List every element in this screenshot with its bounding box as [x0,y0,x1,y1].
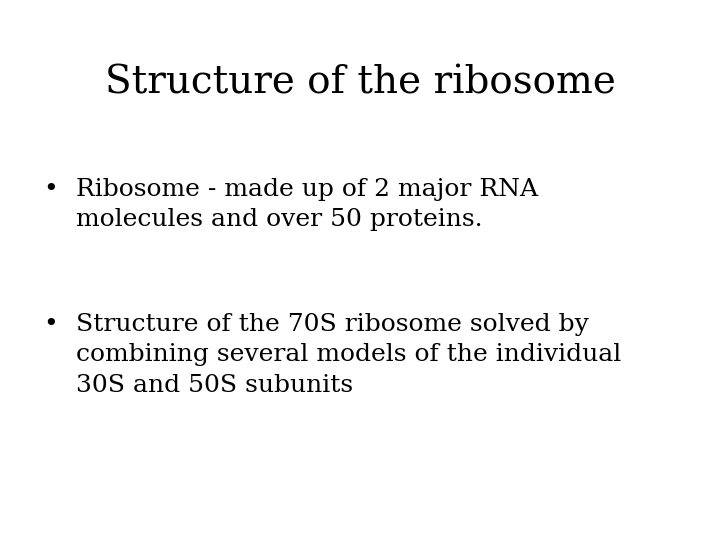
Text: Ribosome - made up of 2 major RNA
molecules and over 50 proteins.: Ribosome - made up of 2 major RNA molecu… [76,178,538,232]
Text: •: • [43,313,58,336]
Text: Structure of the 70S ribosome solved by
combining several models of the individu: Structure of the 70S ribosome solved by … [76,313,621,396]
Text: Structure of the ribosome: Structure of the ribosome [104,65,616,102]
Text: •: • [43,178,58,201]
